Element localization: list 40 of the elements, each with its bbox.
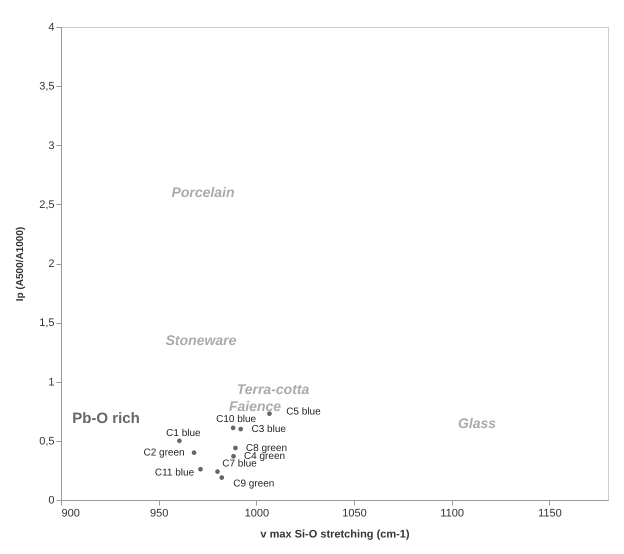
y-tick-label: 1 xyxy=(48,376,54,388)
y-tick-label: 0 xyxy=(48,494,54,506)
y-tick-label: 0,5 xyxy=(39,435,54,448)
x-tick-label: 950 xyxy=(150,508,168,520)
point xyxy=(215,469,220,474)
series-label: C3 blue xyxy=(251,424,286,436)
annotation: Terra-cotta xyxy=(236,381,310,397)
x-tick-label: 1050 xyxy=(342,508,367,520)
y-tick-label: 2,5 xyxy=(39,198,54,211)
x-tick-label: 900 xyxy=(62,508,80,520)
point xyxy=(231,454,236,459)
x-tick-label: 1150 xyxy=(538,508,562,520)
point xyxy=(267,411,272,416)
y-axis-title: Ip (A500/A1000) xyxy=(15,226,26,302)
y-tick-label: 1,5 xyxy=(39,317,54,330)
series-label: C9 green xyxy=(233,478,274,490)
point xyxy=(219,475,224,480)
series-label: C5 blue xyxy=(286,406,322,418)
annotation: Porcelain xyxy=(171,184,235,200)
point xyxy=(192,450,196,456)
x-tick-label: 1100 xyxy=(440,508,464,520)
y-tick-label: 3 xyxy=(48,140,54,152)
y-tick-label: 4 xyxy=(48,22,54,34)
x-tick-label: 1000 xyxy=(244,508,270,520)
annotation: Pb-O rich xyxy=(72,410,140,427)
y-tick-label: 3,5 xyxy=(39,80,54,93)
point xyxy=(233,446,238,450)
point xyxy=(230,426,236,430)
annotation: Stoneware xyxy=(166,332,237,348)
annotation: Faience xyxy=(228,398,282,414)
series-label: C11 blue xyxy=(154,467,195,478)
point xyxy=(198,466,203,472)
x-axis-title: v max Si-O stretching (cm-1) xyxy=(260,528,410,540)
series-label: C1 blue xyxy=(166,428,202,439)
point xyxy=(177,438,182,444)
annotation: Glass xyxy=(458,415,496,431)
series-label: C2 green xyxy=(143,448,185,459)
y-tick-label: 2 xyxy=(48,258,54,270)
point xyxy=(238,426,244,432)
series-label: C10 blue xyxy=(216,414,257,425)
